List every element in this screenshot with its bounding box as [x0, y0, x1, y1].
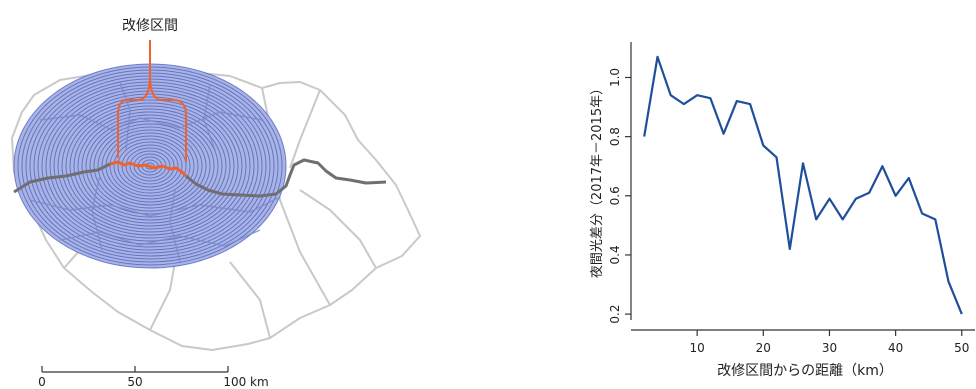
- district-line: [203, 83, 216, 151]
- district-line: [169, 189, 181, 263]
- map-title: 改修区間: [122, 18, 178, 34]
- distance-ring: [93, 123, 207, 209]
- distance-ring: [113, 138, 187, 194]
- distance-ring: [49, 90, 251, 242]
- distance-ring: [109, 135, 191, 197]
- district-line: [229, 261, 271, 339]
- distance-ring: [77, 111, 223, 221]
- scale-label: 100 km: [223, 375, 268, 389]
- x-tick-label: 30: [822, 341, 837, 355]
- y-ticks: 0.2 0.4 0.6 0.8 1.0: [608, 68, 631, 324]
- distance-ring: [101, 129, 199, 203]
- district-line: [59, 229, 261, 247]
- scale-bar: 0 50 100 km: [38, 366, 269, 389]
- segment-bracket: [117, 40, 187, 162]
- distance-ring: [53, 93, 247, 239]
- chart-panel: 0.2 0.4 0.6 0.8 1.0 10 20 30 40 50 夜間光差分（2017年－2…: [590, 42, 975, 379]
- x-ticks: 10 20 30 40 50: [690, 330, 969, 355]
- distance-ring: [129, 150, 171, 182]
- x-axis-label: 改修区間からの距離（km）: [717, 362, 893, 379]
- distance-ring: [125, 147, 175, 185]
- scale-label: 0: [38, 375, 46, 389]
- district-line: [289, 89, 321, 169]
- district-line: [29, 197, 279, 217]
- distance-ring: [57, 96, 243, 236]
- series-line: [643, 55, 963, 315]
- district-line: [149, 261, 176, 331]
- y-tick-label: 0.2: [608, 305, 622, 324]
- distance-ring: [81, 114, 219, 218]
- x-tick-label: 10: [690, 341, 705, 355]
- district-line: [299, 189, 377, 269]
- road-line: [185, 158, 387, 198]
- x-tick-label: 40: [888, 341, 903, 355]
- district-line: [39, 111, 263, 131]
- region-boundary: [11, 69, 421, 351]
- y-tick-label: 0.6: [608, 186, 622, 205]
- improved-segment: [109, 160, 188, 178]
- x-tick-label: 20: [756, 341, 771, 355]
- x-tick-label: 50: [954, 341, 969, 355]
- distance-ring: [69, 105, 231, 227]
- district-line: [91, 174, 103, 251]
- y-tick-label: 1.0: [608, 68, 622, 87]
- distance-ring: [117, 141, 183, 191]
- road-line: [13, 162, 111, 194]
- district-line: [119, 81, 131, 151]
- y-tick-label: 0.8: [608, 127, 622, 146]
- distance-ring: [85, 117, 215, 215]
- map-panel: 改修区間 0 50 100 km: [11, 18, 421, 389]
- y-axis-label: 夜間光差分（2017年－2015年）: [590, 82, 605, 278]
- scale-label: 50: [127, 375, 142, 389]
- distance-ring: [61, 99, 239, 233]
- distance-ring: [45, 87, 255, 245]
- distance-ring: [121, 144, 179, 188]
- y-tick-label: 0.4: [608, 245, 622, 264]
- distance-ring: [73, 108, 227, 224]
- inner-boundaries: [29, 81, 279, 263]
- distance-ring: [97, 126, 203, 206]
- distance-ring: [65, 102, 235, 230]
